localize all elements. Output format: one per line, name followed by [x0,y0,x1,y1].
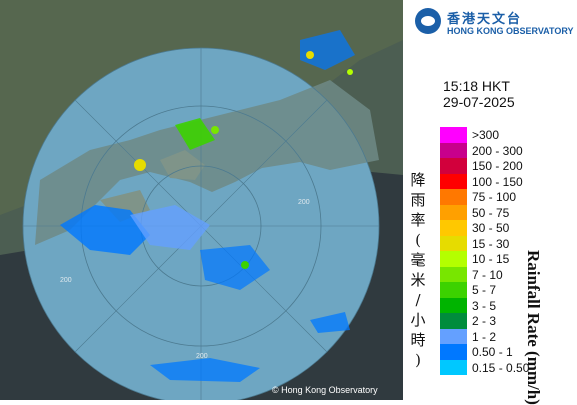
legend-swatch [440,158,467,174]
copyright-text: © Hong Kong Observatory [272,385,378,395]
legend-item: 2 - 3 [440,313,577,329]
legend-swatch [440,282,467,298]
legend-item: 15 - 30 [440,235,577,251]
legend-label: 1 - 2 [472,329,497,344]
legend-swatch [440,297,467,313]
legend-item: 50 - 75 [440,204,577,220]
legend-item: 30 - 50 [440,220,577,236]
legend-label: 100 - 150 [472,174,523,189]
legend-swatch [440,266,467,282]
radar-map: 200 200 200 © Hong Kong Observatory [0,0,403,405]
legend-item: 5 - 7 [440,282,577,298]
legend-swatch [440,344,467,360]
hko-emblem-icon [415,8,441,34]
legend-label: 150 - 200 [472,159,523,173]
legend-swatch [440,313,467,329]
logo-name-zh: 香港天文台 [447,12,523,27]
legend-title-zh: 降雨率(毫米 / 小時) [410,171,426,369]
legend-item: >300 [440,127,577,143]
legend-label: 75 - 100 [472,190,517,204]
legend-label: 15 - 30 [472,236,510,251]
legend-label: 200 - 300 [472,143,523,158]
legend-swatch [440,251,467,267]
legend-label: 2 - 3 [472,314,497,328]
island-hk [160,150,205,180]
legend-label: 10 - 15 [472,252,510,266]
legend-label: 7 - 10 [472,267,503,282]
legend-swatch [440,204,467,220]
logo-name-en: HONG KONG OBSERVATORY [447,26,574,36]
legend-label: 30 - 50 [472,221,510,235]
legend-swatch [440,328,467,344]
hko-logo: 香港天文台 HONG KONG OBSERVATORY [411,6,577,40]
legend-item: 0.50 - 1 [440,344,577,360]
legend-item: 7 - 10 [440,266,577,282]
legend-label: 0.15 - 0.50 [472,360,530,375]
legend-item: 3 - 5 [440,297,577,313]
land-on-disc [35,80,379,245]
image-time: 15:18 HKT [443,78,510,94]
legend-item: 0.15 - 0.50 [440,359,577,375]
range-label-3: 200 [196,353,208,360]
rain-echoes [60,30,355,382]
legend-item: 200 - 300 [440,142,577,158]
legend-item: 1 - 2 [440,328,577,344]
legend-label: 50 - 75 [472,205,510,220]
legend-item: 10 - 15 [440,251,577,267]
legend-label: 5 - 7 [472,283,497,297]
legend-label: 3 - 5 [472,298,497,313]
legend-item: 100 - 150 [440,173,577,189]
image-date: 29-07-2025 [443,94,515,110]
legend-label: >300 [472,128,500,142]
legend-swatch [440,235,467,251]
legend-label: 0.50 - 1 [472,345,513,359]
legend-swatch [440,189,467,205]
legend-swatch [440,359,467,375]
range-label-1: 200 [60,277,72,284]
legend-title-en: Rainfall Rate (mm/h) [524,250,543,405]
legend-item: 150 - 200 [440,158,577,174]
legend-swatch [440,220,467,236]
range-label-2: 200 [298,199,310,206]
radar-map-canvas: 200 200 200 © Hong Kong Observatory [0,0,403,405]
legend-swatch [440,142,467,158]
legend-item: 75 - 100 [440,189,577,205]
legend-swatch [440,127,467,143]
legend-panel: 香港天文台 HONG KONG OBSERVATORY 15:18 HKT 29… [403,0,577,405]
legend-swatch [440,173,467,189]
